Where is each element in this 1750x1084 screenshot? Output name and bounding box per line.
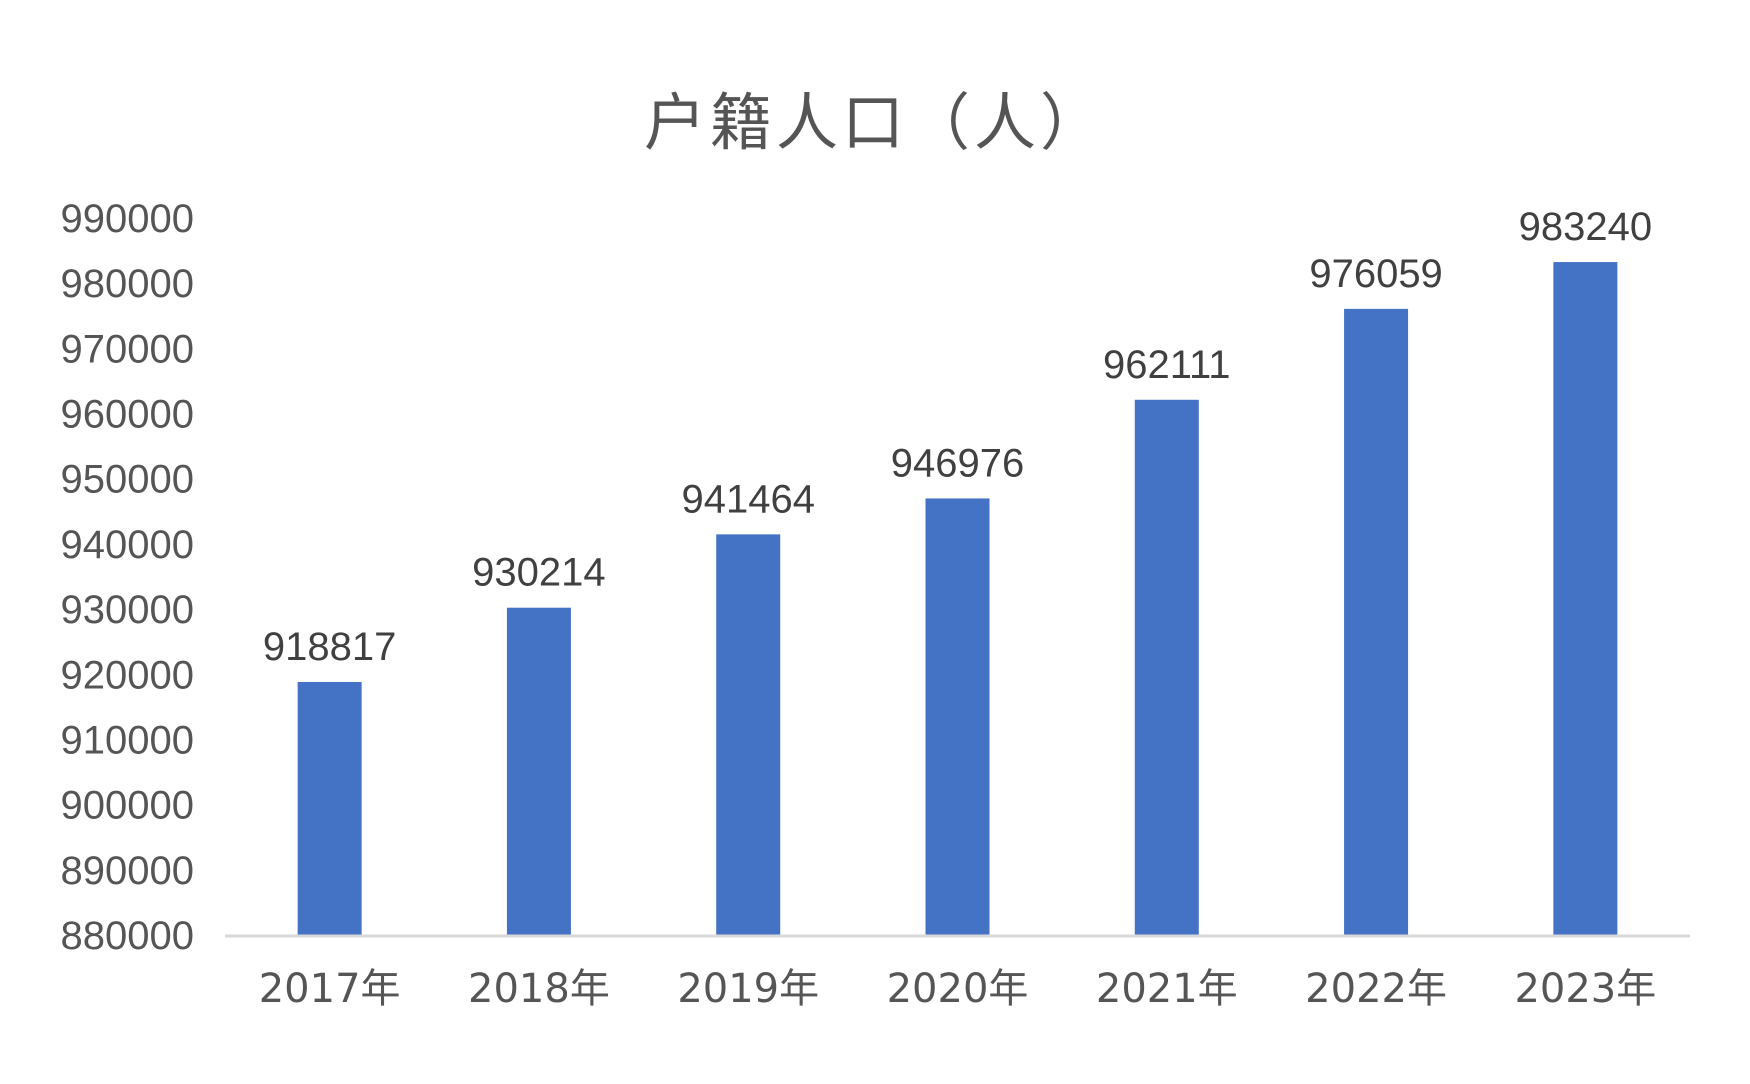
y-tick-label: 980000 (61, 262, 194, 306)
y-axis-ticks: 990000 980000 970000 960000 950000 940000 9300… (61, 197, 194, 958)
y-tick-label: 900000 (61, 784, 194, 828)
data-label: 918817 (263, 625, 396, 669)
data-label: 941464 (681, 477, 814, 521)
y-tick-label: 950000 (61, 458, 194, 502)
y-tick-label: 990000 (61, 197, 194, 241)
y-tick-label: 880000 (61, 914, 194, 958)
data-labels: 918817 930214 941464 946976 962111 976059 9832… (263, 205, 1652, 669)
x-axis-ticks: 2017年 2018年 2019年 2020年 2021年 2022年 2023年 (259, 966, 1657, 1012)
data-label: 930214 (472, 551, 605, 595)
bar-2018年 (506, 607, 571, 935)
x-tick-label: 2020年 (887, 966, 1029, 1012)
y-tick-label: 920000 (61, 653, 194, 697)
bar-series (297, 262, 1618, 936)
y-tick-label: 970000 (61, 327, 194, 371)
bar-2019年 (716, 534, 781, 935)
x-tick-label: 2019年 (677, 966, 819, 1012)
y-tick-label: 930000 (61, 588, 194, 632)
data-label: 946976 (891, 441, 1024, 485)
x-tick-label: 2018年 (468, 966, 610, 1012)
bar-2023年 (1553, 262, 1618, 936)
data-label: 983240 (1519, 205, 1652, 249)
y-tick-label: 890000 (61, 849, 194, 893)
x-tick-label: 2021年 (1096, 966, 1238, 1012)
bar-2022年 (1344, 308, 1409, 935)
data-label: 976059 (1309, 252, 1442, 296)
x-tick-label: 2022年 (1305, 966, 1447, 1012)
x-tick-label: 2017年 (259, 966, 401, 1012)
y-tick-label: 960000 (61, 393, 194, 437)
bar-2021年 (1134, 399, 1199, 935)
y-tick-label: 910000 (61, 718, 194, 762)
bar-2017年 (297, 681, 362, 935)
y-tick-label: 940000 (61, 523, 194, 567)
chart-title: 户籍人口（人） (643, 86, 1106, 159)
bar-2020年 (925, 498, 990, 935)
x-tick-label: 2023年 (1514, 966, 1656, 1012)
data-label: 962111 (1103, 343, 1231, 387)
